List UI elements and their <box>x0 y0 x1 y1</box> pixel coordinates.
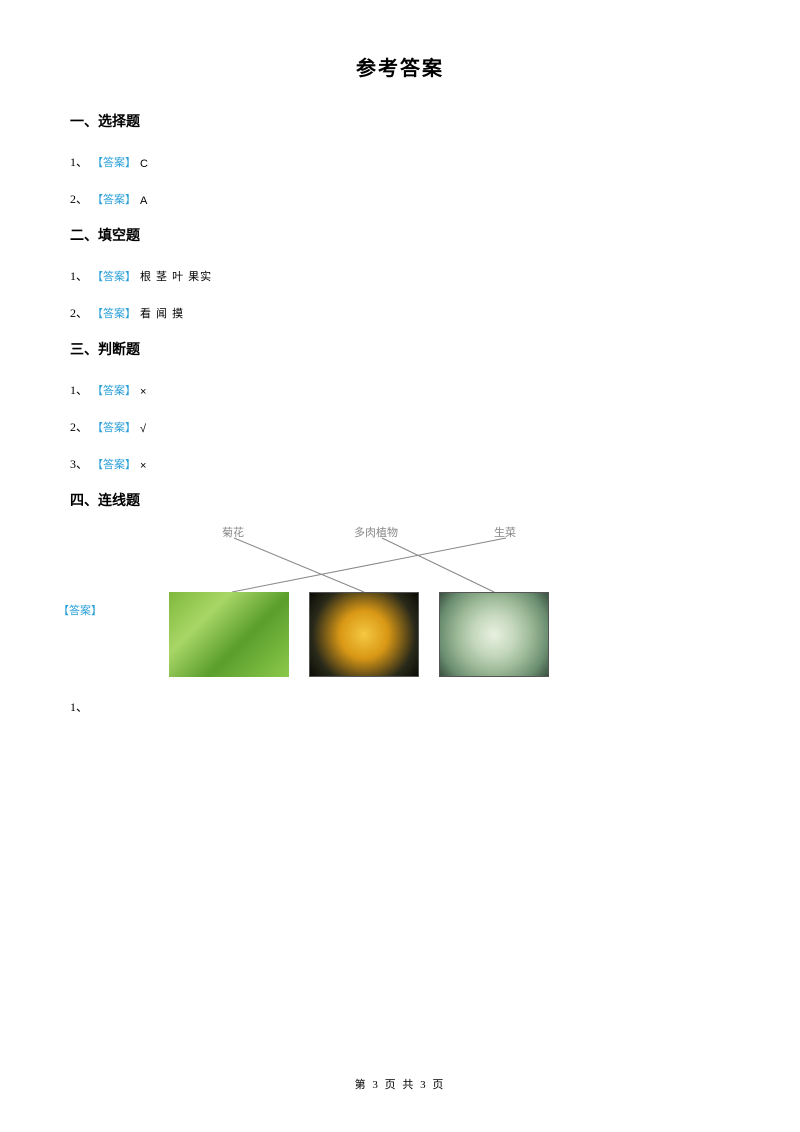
answer-text: A <box>140 195 148 207</box>
match-label-3: 生菜 <box>494 524 516 540</box>
answer-label: 【答案】 <box>92 191 136 207</box>
answer-label: 【答案】 <box>92 154 136 170</box>
s3-item-3: 3、 【答案】 × <box>70 447 730 472</box>
page-title: 参考答案 <box>70 52 730 81</box>
matching-diagram: 【答案】 菊花 多肉植物 生菜 <box>114 524 634 694</box>
row-number: 1、 <box>70 373 92 398</box>
page-content: 参考答案 一、选择题 1、 【答案】 C 2、 【答案】 A 二、填空题 1、 … <box>0 0 800 715</box>
answer-text: × <box>140 460 147 472</box>
s3-item-1: 1、 【答案】 × <box>70 373 730 398</box>
answer-label: 【答案】 <box>92 305 136 321</box>
page-footer: 第 3 页 共 3 页 <box>0 1076 800 1092</box>
section-3-header: 三、判断题 <box>70 339 730 359</box>
s3-item-2: 2、 【答案】 √ <box>70 410 730 435</box>
answer-text: 根 茎 叶 果实 <box>140 268 212 284</box>
answer-text: 看 闻 摸 <box>140 305 184 321</box>
s1-item-1: 1、 【答案】 C <box>70 145 730 170</box>
image-chrysanthemum <box>309 592 419 677</box>
answer-text: C <box>140 158 149 170</box>
s2-item-1: 1、 【答案】 根 茎 叶 果实 <box>70 259 730 284</box>
section-1-header: 一、选择题 <box>70 111 730 131</box>
match-label-2: 多肉植物 <box>354 524 398 540</box>
answer-text: × <box>140 386 147 398</box>
row-number: 1、 <box>70 259 92 284</box>
row-number: 2、 <box>70 296 92 321</box>
s1-item-2: 2、 【答案】 A <box>70 182 730 207</box>
section-4-header: 四、连线题 <box>70 490 730 510</box>
image-lettuce <box>169 592 289 677</box>
answer-label: 【答案】 <box>58 602 102 618</box>
match-label-1: 菊花 <box>222 524 244 540</box>
row-number: 2、 <box>70 182 92 207</box>
answer-text: √ <box>140 423 147 435</box>
answer-label: 【答案】 <box>92 268 136 284</box>
image-succulent <box>439 592 549 677</box>
row-number: 1、 <box>70 145 92 170</box>
s2-item-2: 2、 【答案】 看 闻 摸 <box>70 296 730 321</box>
answer-label: 【答案】 <box>92 382 136 398</box>
row-number: 3、 <box>70 447 92 472</box>
answer-label: 【答案】 <box>92 456 136 472</box>
answer-label: 【答案】 <box>92 419 136 435</box>
section-2-header: 二、填空题 <box>70 225 730 245</box>
row-number: 1、 <box>70 698 730 715</box>
row-number: 2、 <box>70 410 92 435</box>
